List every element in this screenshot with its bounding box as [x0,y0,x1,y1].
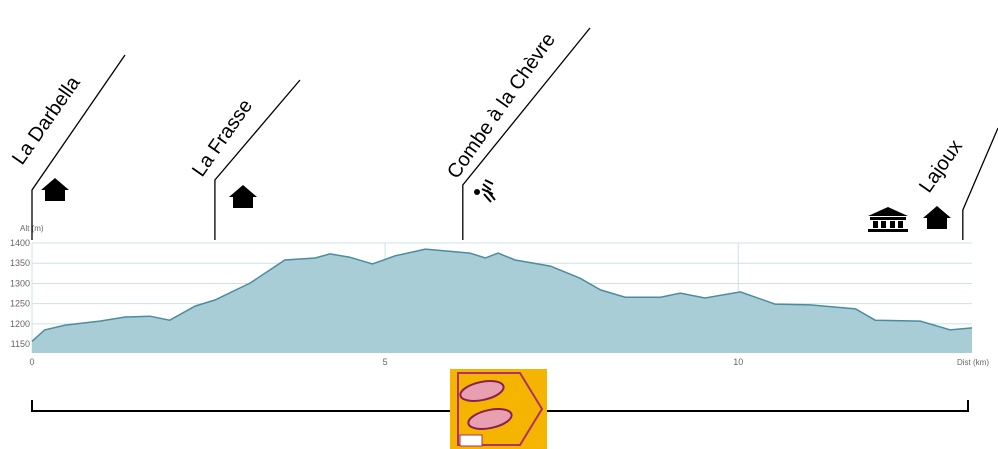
x-tick-label: 5 [383,357,388,367]
waypoint-label: Lajoux [915,136,967,197]
y-tick-label: 1200 [10,319,30,329]
icons [41,178,951,232]
y-tick-label: 1400 [10,238,30,248]
y-tick-label: 1250 [10,299,30,309]
x-tick-label: 0 [29,357,34,367]
house-icon [41,178,69,201]
waypoint-label: La Darbella [8,72,85,169]
waypoint-leader [31,54,126,240]
y-tick-label: 1300 [10,278,30,288]
house-icon [229,185,257,208]
x-axis-title: Dist (km) [957,358,989,367]
waypoint-label: La Frasse [188,95,257,180]
spring-icon [474,179,496,203]
waypoint-leader [214,79,301,240]
waypoint-leader [462,27,591,240]
elevation-area [32,249,972,353]
house-icon [923,206,951,229]
museum-icon [868,207,908,232]
y-tick-label: 1350 [10,258,30,268]
y-tick-label: 1150 [11,339,30,349]
waypoint-label: Combe à la Chèvre [443,29,560,183]
waypoint-leader [962,127,998,240]
x-tick-label: 10 [733,357,743,367]
elevation-line [31,248,973,342]
snowshoe-logo [450,369,547,449]
